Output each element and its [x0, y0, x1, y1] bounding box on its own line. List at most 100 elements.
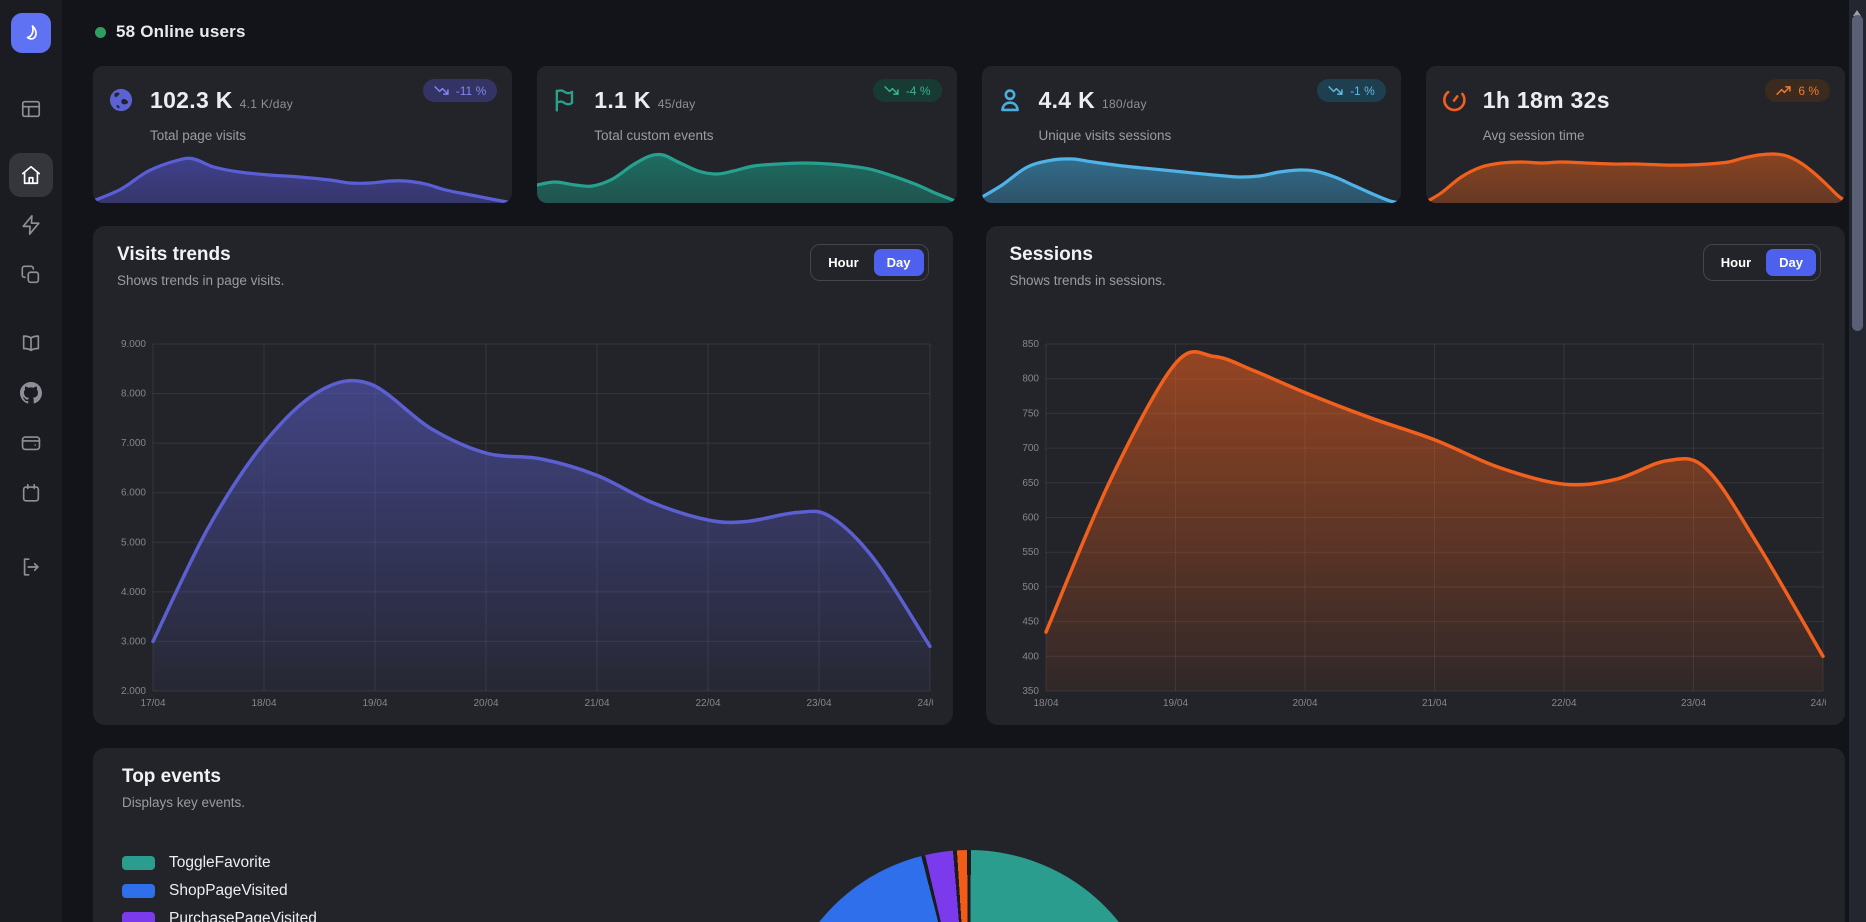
layout-icon [21, 100, 41, 118]
stat-label: Total page visits [150, 128, 247, 143]
svg-text:22/04: 22/04 [695, 698, 720, 709]
svg-text:24/04: 24/04 [917, 698, 933, 709]
stat-label: Unique visits sessions [1038, 128, 1172, 143]
logout-icon [23, 558, 39, 576]
scrollbar-up-arrow[interactable] [1852, 4, 1863, 16]
visits-trends-panel: Visits trends Shows trends in page visit… [93, 226, 953, 725]
sidebar-item-dashboard[interactable] [9, 87, 53, 131]
stat-card-session-time: 1h 18m 32s Avg session time 6 % [1425, 66, 1845, 203]
scrollbar-track[interactable] [1849, 0, 1866, 922]
stat-card-unique-sessions: 4.4 K 180/day Unique visits sessions -1 % [981, 66, 1401, 203]
book-icon [22, 335, 40, 352]
svg-text:500: 500 [1022, 582, 1039, 593]
trending-up-icon [1776, 86, 1791, 95]
svg-text:350: 350 [1022, 686, 1039, 697]
svg-text:700: 700 [1022, 443, 1039, 454]
stat-card-page-visits: 102.3 K 4.1 K/day Total page visits -11 % [93, 66, 513, 203]
legend-swatch [122, 856, 155, 870]
svg-text:850: 850 [1022, 339, 1039, 350]
trending-down-icon [884, 86, 899, 95]
svg-text:24/04: 24/04 [1810, 698, 1826, 709]
stat-cards-row: 102.3 K 4.1 K/day Total page visits -11 %… [93, 66, 1845, 203]
stat-label: Total custom events [594, 128, 714, 143]
home-icon [21, 165, 41, 185]
calendar-icon [22, 483, 40, 502]
sidebar-item-github[interactable] [9, 371, 53, 415]
sidebar-item-logout[interactable] [9, 545, 53, 589]
stat-rate: 45/day [657, 96, 696, 111]
sidebar-item-calendar[interactable] [9, 471, 53, 515]
globe-icon [107, 86, 135, 114]
trend-badge: -1 % [1317, 79, 1386, 102]
visits-interval-toggle: Hour Day [810, 244, 929, 281]
sparkline-page-visits [93, 145, 513, 203]
sessions-chart: 350 400 450 500 550 600 650 700 750 800 850 18/04 19… [1010, 338, 1836, 711]
stat-rate: 4.1 K/day [239, 96, 294, 111]
svg-text:750: 750 [1022, 408, 1039, 419]
scrollbar-thumb[interactable] [1852, 15, 1863, 331]
sidebar-item-docs[interactable] [9, 321, 53, 365]
svg-text:17/04: 17/04 [140, 698, 165, 709]
trending-down-icon [1328, 86, 1343, 95]
svg-text:5.000: 5.000 [121, 537, 146, 548]
toggle-option-day[interactable]: Day [873, 249, 924, 276]
top-events-panel: Top events Displays key events. ToggleFa… [93, 748, 1845, 922]
copy-icon [21, 265, 40, 284]
toggle-option-hour[interactable]: Hour [1720, 255, 1752, 270]
app-logo[interactable] [11, 13, 51, 53]
sparkline-unique-sessions [981, 145, 1401, 203]
svg-text:21/04: 21/04 [1421, 698, 1446, 709]
sidebar-item-actions[interactable] [9, 203, 53, 247]
page-title: 58 Online users [116, 22, 246, 41]
legend-item-purchasepagevisited[interactable]: PurchasePageVisited [122, 910, 1816, 922]
stat-value: 1.1 K 45/day [594, 86, 696, 113]
svg-text:3.000: 3.000 [121, 636, 146, 647]
svg-text:19/04: 19/04 [362, 698, 387, 709]
legend-item-shoppagevisited[interactable]: ShopPageVisited [122, 882, 1816, 900]
legend-item-togglefavorite[interactable]: ToggleFavorite [122, 854, 1816, 872]
legend-swatch [122, 884, 155, 898]
svg-text:18/04: 18/04 [1033, 698, 1058, 709]
sessions-interval-toggle: Hour Day [1702, 244, 1821, 281]
svg-text:800: 800 [1022, 374, 1039, 385]
svg-text:20/04: 20/04 [1292, 698, 1317, 709]
sparkline-custom-events [537, 145, 957, 203]
legend-swatch [122, 912, 155, 922]
svg-text:19/04: 19/04 [1162, 698, 1187, 709]
panel-subtitle: Displays key events. [122, 795, 246, 810]
flag-icon [551, 86, 579, 114]
wallet-icon [21, 436, 41, 451]
toggle-option-day[interactable]: Day [1766, 249, 1816, 276]
github-icon [20, 382, 42, 404]
panel-subtitle: Shows trends in page visits. [117, 273, 285, 288]
svg-text:21/04: 21/04 [584, 698, 609, 709]
logo-wave-icon [26, 25, 37, 40]
svg-text:600: 600 [1022, 513, 1039, 524]
sidebar-item-copies[interactable] [9, 253, 53, 297]
svg-text:23/04: 23/04 [1680, 698, 1705, 709]
trending-down-icon [434, 86, 449, 95]
svg-text:2.000: 2.000 [121, 686, 146, 697]
timer-icon [1440, 86, 1468, 114]
top-events-legend: ToggleFavorite ShopPageVisited PurchaseP… [122, 854, 1816, 922]
svg-text:450: 450 [1022, 617, 1039, 628]
online-users-header: 58 Online users [95, 22, 1845, 42]
trend-badge: 6 % [1765, 79, 1830, 102]
svg-text:9.000: 9.000 [121, 339, 146, 350]
sidebar-item-wallet[interactable] [9, 421, 53, 465]
svg-text:550: 550 [1022, 547, 1039, 558]
user-icon [996, 86, 1024, 114]
svg-text:400: 400 [1022, 651, 1039, 662]
online-status-dot [95, 26, 106, 38]
svg-text:18/04: 18/04 [251, 698, 276, 709]
toggle-option-hour[interactable]: Hour [828, 255, 859, 270]
charts-row: Visits trends Shows trends in page visit… [93, 226, 1845, 725]
sidebar-item-home[interactable] [9, 153, 53, 197]
sidebar [0, 0, 62, 922]
bolt-icon [22, 215, 40, 235]
visits-trends-chart: 2.000 3.000 4.000 5.000 6.000 7.000 8.000 9.000… [117, 338, 943, 711]
trend-badge: -4 % [872, 79, 942, 102]
svg-text:7.000: 7.000 [121, 438, 146, 449]
stat-rate: 180/day [1101, 96, 1147, 111]
svg-text:22/04: 22/04 [1551, 698, 1576, 709]
